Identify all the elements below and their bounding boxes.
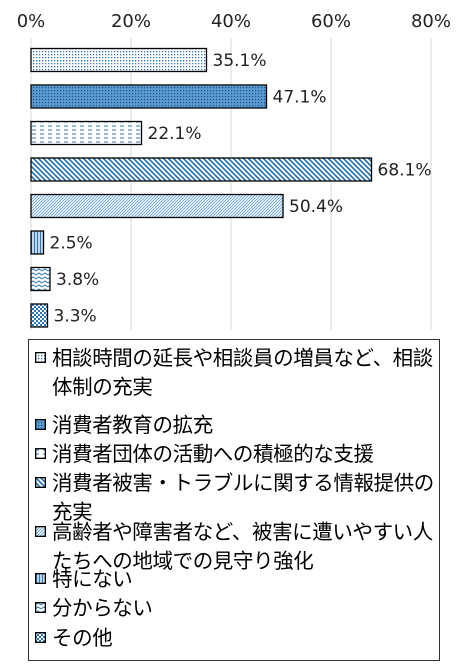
legend-item: 特にない [35,565,438,594]
legend-label: 消費者団体の活動への積極的な支援 [52,442,374,466]
bar-value-label: 35.1% [213,51,267,71]
legend-label: 特にない [52,567,133,591]
bar-value-label: 22.1% [148,124,202,144]
legend-swatch [35,477,46,488]
legend-item: その他 [35,624,438,653]
legend-item: 高齢者や障害者など、被害に遭いやすい人たちへの地域での見守り強化 [35,518,438,576]
legend-swatch [35,526,46,537]
legend-label: 相談時間の延長や相談員の増員など、相談体制の充実 [52,346,433,399]
bar-8 [30,303,49,328]
legend-item: 分からない [35,594,438,623]
bar-2 [30,84,268,109]
bar-value-label: 50.4% [289,197,343,217]
legend-label: 分からない [52,596,153,620]
x-tick-label: 40% [211,11,251,32]
legend-item: 消費者被害・トラブルに関する情報提供の充実 [35,469,438,527]
bar-7 [30,266,51,292]
legend-item: 消費者教育の拡充 [35,411,438,440]
legend: 相談時間の延長や相談員の増員など、相談体制の充実消費者教育の拡充消費者団体の活動… [28,339,440,661]
legend-swatch [35,573,46,584]
bar-3 [30,120,143,146]
x-axis-ticks: 0% 20% 40% 60% 80% [17,11,451,32]
x-tick-label: 60% [311,11,351,32]
legend-swatch [35,352,46,363]
bar-value-label: 47.1% [273,88,327,108]
legend-swatch [35,419,46,430]
bar-value-label: 68.1% [378,161,432,181]
x-tick-label: 80% [411,11,451,32]
data-labels: 35.1% 47.1% 22.1% 68.1% 50.4% 2.5% 3.8% 3.3% [50,51,432,327]
bar-6 [30,230,45,255]
bar-chart: 0% 20% 40% 60% 80% 35.1% 47.1% 22.1% 68.1% 50.4%… [17,11,451,330]
legend-swatch [35,448,46,459]
bar-value-label: 3.8% [56,270,99,290]
legend-label: 高齢者や障害者など、被害に遭いやすい人たちへの地域での見守り強化 [52,520,433,573]
x-tick-label: 0% [17,11,46,32]
bar-4 [30,157,373,182]
bar-value-label: 2.5% [50,234,93,254]
legend-label: 消費者教育の拡充 [52,413,213,437]
legend-swatch [35,602,46,613]
legend-item: 消費者団体の活動への積極的な支援 [35,440,438,469]
legend-item: 相談時間の延長や相談員の増員など、相談体制の充実 [35,344,438,402]
legend-label: 消費者被害・トラブルに関する情報提供の充実 [52,471,434,524]
bar-1 [30,47,208,73]
x-tick-label: 20% [111,11,151,32]
legend-swatch [35,632,46,643]
bar-5 [30,193,284,219]
legend-label: その他 [52,626,113,650]
bars [30,47,373,328]
bar-value-label: 3.3% [54,307,97,327]
